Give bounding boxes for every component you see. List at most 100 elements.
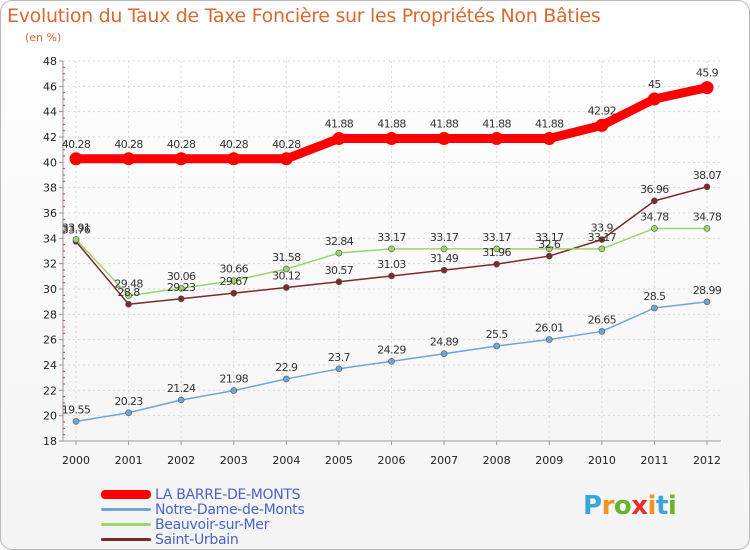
data-point — [440, 245, 448, 253]
x-tick-label: 2009 — [535, 454, 563, 467]
data-label: 31.58 — [272, 251, 301, 264]
data-label: 34.78 — [693, 210, 722, 223]
logo-letter: o — [613, 491, 632, 521]
y-tick-label: 36 — [43, 207, 57, 220]
logo-letter: t — [655, 491, 668, 521]
data-point — [230, 289, 238, 297]
data-point — [595, 118, 609, 132]
legend-item: Beauvoir-sur-Mer — [101, 516, 304, 533]
data-label: 41.88 — [430, 118, 459, 131]
proxiti-logo: Proxiti — [583, 491, 677, 521]
data-point — [493, 245, 500, 253]
logo-letter: r — [601, 491, 615, 521]
data-point — [283, 284, 290, 291]
x-axis-ticks: 2000 2001 2002 2003 2004 2005 2006 2007 2008 2009… — [62, 441, 721, 467]
data-point — [69, 152, 83, 166]
data-label: 40.28 — [220, 138, 249, 151]
data-label: 40.28 — [167, 138, 196, 151]
x-tick-label: 2004 — [272, 454, 300, 467]
y-tick-label: 44 — [43, 106, 57, 119]
legend-label: Beauvoir-sur-Mer — [155, 516, 270, 533]
data-label: 42.92 — [588, 104, 617, 117]
data-point — [651, 225, 658, 232]
data-point — [283, 375, 290, 383]
y-tick-label: 30 — [43, 283, 57, 296]
data-label: 23.7 — [328, 351, 351, 364]
data-label: 40.28 — [114, 138, 143, 151]
data-point — [598, 245, 606, 253]
data-label: 24.29 — [377, 343, 406, 356]
data-point — [335, 249, 343, 257]
x-tick-label: 2006 — [378, 454, 406, 467]
data-point — [545, 245, 553, 253]
data-point — [335, 278, 343, 286]
data-label: 30.66 — [220, 263, 249, 276]
data-point — [440, 350, 448, 358]
data-point — [703, 298, 711, 306]
x-tick-label: 2011 — [640, 454, 668, 467]
data-point — [388, 358, 395, 365]
data-point — [493, 342, 500, 350]
logo-letter: i — [647, 491, 657, 521]
data-point — [545, 336, 553, 343]
x-tick-label: 2008 — [483, 454, 511, 467]
data-point — [72, 236, 80, 243]
data-label: 29.67 — [220, 275, 249, 288]
x-tick-label: 2001 — [115, 454, 143, 467]
data-label: 33.9 — [591, 222, 614, 235]
data-label: 28.5 — [643, 290, 666, 303]
data-label: 25.5 — [486, 328, 509, 341]
data-point — [700, 81, 714, 95]
data-label: 30.12 — [272, 269, 301, 282]
data-label: 33.91 — [62, 221, 91, 234]
data-label: 31.96 — [482, 246, 511, 259]
data-label: 34.78 — [640, 210, 669, 223]
data-label: 33.17 — [535, 231, 564, 244]
data-label: 28.99 — [693, 284, 722, 297]
data-point — [703, 225, 711, 232]
y-tick-label: 28 — [43, 308, 57, 321]
data-label: 21.98 — [220, 373, 249, 386]
x-tick-label: 2010 — [588, 454, 616, 467]
data-point — [440, 266, 448, 274]
y-tick-label: 34 — [43, 232, 57, 245]
data-point — [72, 418, 80, 425]
x-tick-label: 2005 — [325, 454, 353, 467]
data-point — [385, 132, 398, 146]
data-point — [335, 365, 343, 373]
data-label: 38.07 — [693, 169, 722, 182]
data-point — [230, 387, 238, 394]
data-point — [332, 132, 346, 146]
data-label: 21.24 — [167, 382, 196, 395]
data-label: 33.17 — [588, 231, 617, 244]
y-tick-label: 22 — [43, 384, 57, 397]
data-label: 41.88 — [535, 118, 564, 131]
data-label: 19.55 — [62, 403, 91, 416]
data-label: 33.17 — [430, 231, 459, 244]
y-tick-label: 32 — [43, 258, 57, 271]
data-point — [177, 295, 185, 303]
data-point — [177, 284, 185, 292]
data-point — [437, 132, 451, 146]
legend-label: LA BARRE-DE-MONTS — [155, 486, 301, 503]
data-label: 29.48 — [114, 278, 143, 291]
data-label: 32.84 — [325, 235, 354, 248]
legend-item: LA BARRE-DE-MONTS — [101, 486, 304, 503]
data-label: 30.06 — [167, 270, 196, 283]
logo-letter: i — [667, 491, 677, 521]
y-tick-label: 48 — [43, 55, 57, 68]
logo-letter: P — [583, 491, 602, 521]
data-label: 31.49 — [430, 252, 459, 265]
data-label: 41.88 — [325, 118, 354, 131]
y-tick-label: 42 — [43, 131, 57, 144]
y-tick-label: 40 — [43, 156, 57, 169]
data-label: 33.76 — [62, 223, 91, 236]
y-tick-label: 38 — [43, 182, 57, 195]
legend-item: Saint-Urbain — [101, 531, 304, 548]
data-label: 26.65 — [588, 313, 617, 326]
legend: LA BARRE-DE-MONTS Notre-Dame-de-Monts Beau… — [101, 486, 305, 548]
data-label: 41.88 — [377, 118, 406, 131]
legend-label: Saint-Urbain — [155, 531, 239, 548]
legend-item: Notre-Dame-de-Monts — [101, 502, 305, 518]
x-tick-label: 2000 — [62, 454, 90, 467]
